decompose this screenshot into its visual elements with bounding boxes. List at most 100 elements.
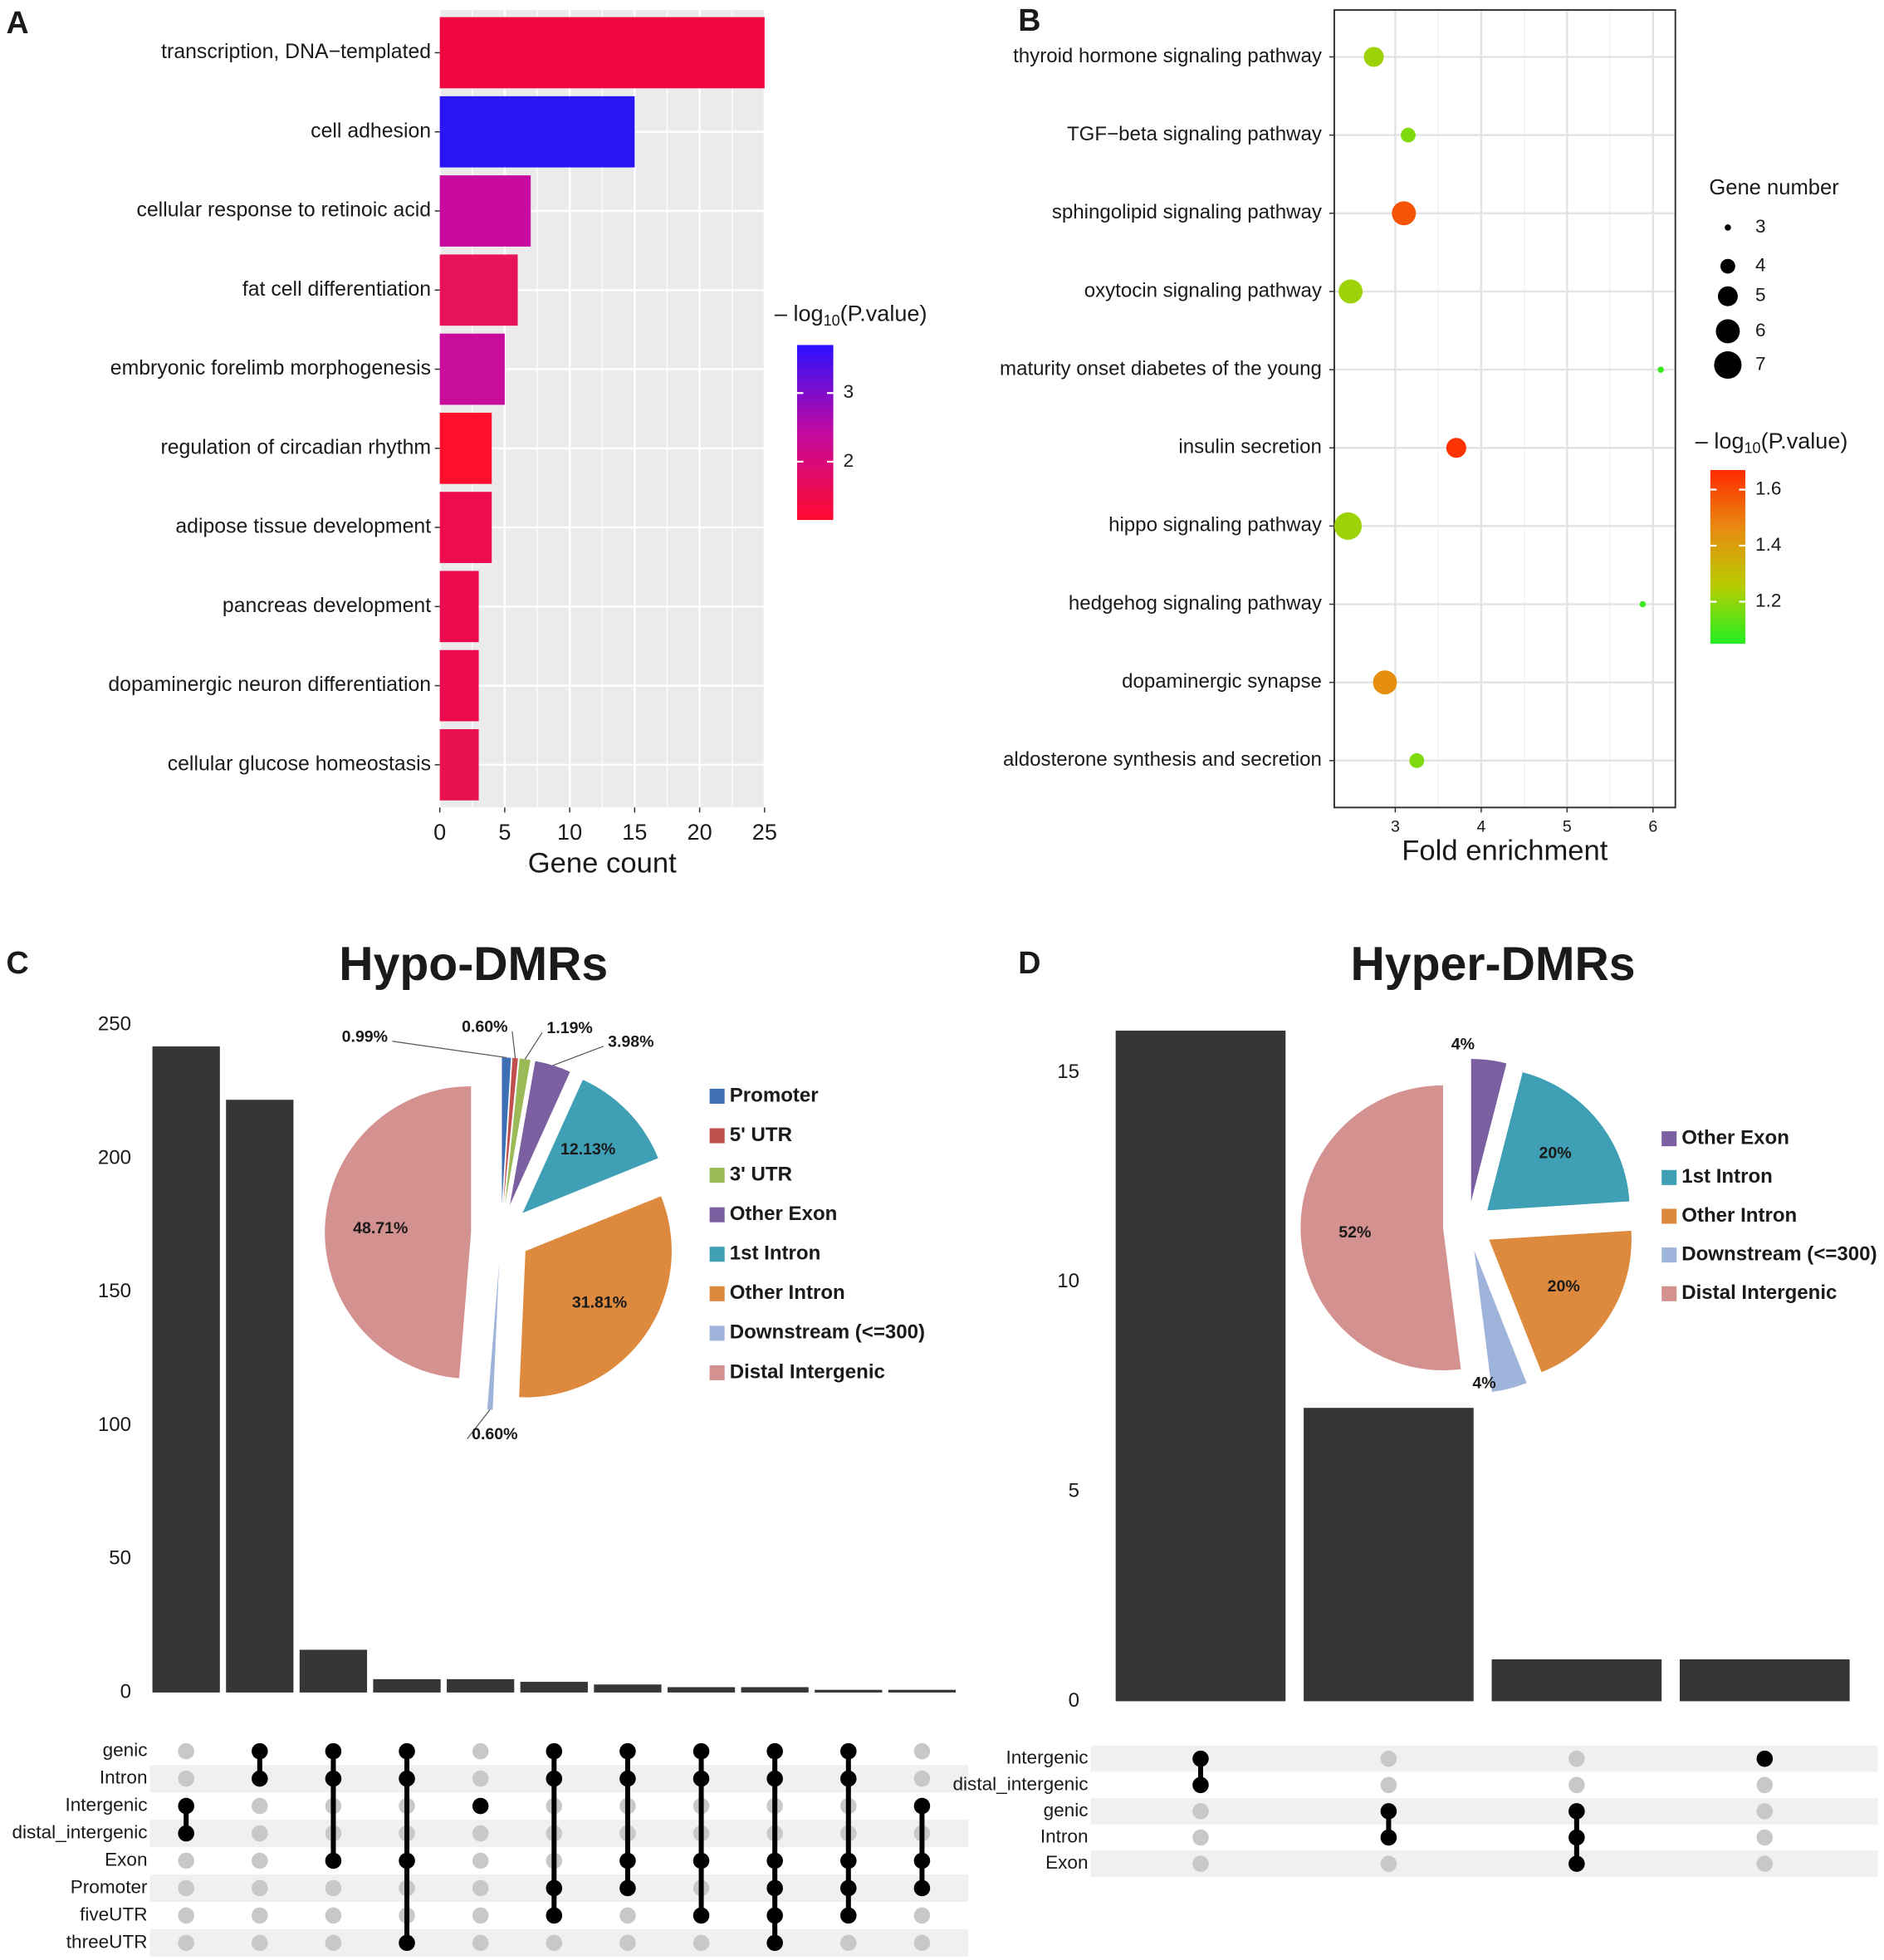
category-label: regulation of circadian rhythm bbox=[160, 436, 431, 458]
bar bbox=[299, 1649, 368, 1693]
slice-label: 4% bbox=[1472, 1374, 1495, 1392]
member-dot bbox=[1756, 1750, 1774, 1767]
empty-dot bbox=[913, 1742, 931, 1760]
legend-label: Downstream (<=300) bbox=[730, 1321, 925, 1344]
bar bbox=[439, 175, 531, 247]
point bbox=[1363, 47, 1384, 67]
empty-dot bbox=[1192, 1803, 1209, 1820]
point bbox=[1639, 600, 1647, 608]
legend-key bbox=[709, 1168, 725, 1183]
point bbox=[1401, 127, 1416, 143]
empty-dot bbox=[178, 1770, 194, 1787]
category-label: TGF−beta signaling pathway bbox=[1067, 123, 1322, 145]
empty-dot bbox=[1568, 1750, 1585, 1767]
category-label: cell adhesion bbox=[311, 120, 431, 142]
set-label: threeUTR bbox=[66, 1931, 148, 1952]
category-label: dopaminergic neuron differentiation bbox=[108, 674, 431, 696]
row-band bbox=[1090, 1798, 1878, 1825]
empty-dot bbox=[1756, 1776, 1774, 1794]
member-dot bbox=[766, 1934, 783, 1952]
size-legend-key bbox=[1717, 286, 1738, 306]
legend-label: 5' UTR bbox=[730, 1124, 792, 1146]
set-label: Intron bbox=[100, 1767, 148, 1788]
slice-label: 3.98% bbox=[608, 1032, 653, 1051]
legend-key bbox=[709, 1207, 725, 1223]
legend-label: Other Exon bbox=[730, 1203, 838, 1225]
legend-key bbox=[1661, 1286, 1677, 1301]
slice-label: 1.19% bbox=[546, 1019, 592, 1037]
bar bbox=[667, 1687, 736, 1693]
member-dot bbox=[1380, 1829, 1397, 1846]
empty-dot bbox=[472, 1742, 489, 1760]
member-dot bbox=[840, 1907, 857, 1924]
empty-dot bbox=[619, 1907, 636, 1924]
member-dot bbox=[178, 1825, 194, 1842]
x-axis-label: Fold enrichment bbox=[1402, 835, 1608, 867]
legend-key bbox=[709, 1286, 725, 1301]
legend-label: Distal Intergenic bbox=[730, 1360, 885, 1383]
empty-dot bbox=[913, 1907, 931, 1924]
chart-title: Hypo-DMRs bbox=[339, 938, 608, 991]
pie-slice bbox=[510, 1061, 570, 1206]
bar bbox=[439, 571, 479, 643]
legend-key bbox=[709, 1325, 725, 1341]
set-label: Intergenic bbox=[1006, 1747, 1088, 1768]
bar bbox=[439, 254, 518, 326]
y-tick-label: 100 bbox=[98, 1414, 131, 1436]
member-dot bbox=[766, 1852, 783, 1869]
empty-dot bbox=[1756, 1855, 1774, 1872]
member-dot bbox=[840, 1852, 857, 1869]
member-dot bbox=[546, 1907, 563, 1924]
set-label: Exon bbox=[105, 1849, 147, 1869]
empty-dot bbox=[178, 1907, 194, 1924]
pie-slice bbox=[1474, 1250, 1527, 1392]
empty-dot bbox=[252, 1825, 268, 1842]
empty-dot bbox=[178, 1852, 194, 1869]
bar bbox=[439, 728, 479, 801]
empty-dot bbox=[178, 1742, 194, 1760]
x-tick-label: 3 bbox=[1391, 818, 1400, 836]
set-label: distal_intergenic bbox=[12, 1821, 148, 1842]
legend-title-prefix: – log bbox=[775, 300, 824, 326]
leader-line bbox=[392, 1041, 507, 1059]
x-tick-label: 5 bbox=[498, 819, 511, 845]
member-dot bbox=[1192, 1776, 1209, 1794]
size-legend-label: 5 bbox=[1755, 285, 1766, 306]
point bbox=[1409, 752, 1425, 768]
member-dot bbox=[1568, 1803, 1585, 1820]
leader-line bbox=[511, 1031, 516, 1059]
empty-dot bbox=[913, 1770, 931, 1787]
empty-dot bbox=[619, 1934, 636, 1952]
category-label: fat cell differentiation bbox=[242, 278, 431, 301]
set-label: genic bbox=[1044, 1800, 1089, 1820]
legend-label: 1st Intron bbox=[1681, 1165, 1773, 1188]
y-tick-label: 200 bbox=[98, 1146, 131, 1169]
slice-label: 20% bbox=[1539, 1144, 1572, 1163]
pie-slice bbox=[519, 1196, 672, 1398]
bar bbox=[741, 1687, 809, 1693]
member-dot bbox=[178, 1797, 194, 1815]
empty-dot bbox=[1192, 1829, 1209, 1846]
set-label: Exon bbox=[1045, 1852, 1088, 1873]
empty-dot bbox=[252, 1934, 268, 1952]
y-tick-label: 250 bbox=[98, 1013, 131, 1036]
bar bbox=[439, 17, 765, 89]
size-legend-label: 3 bbox=[1755, 216, 1766, 237]
size-legend-key bbox=[1725, 224, 1731, 231]
point bbox=[1392, 201, 1417, 226]
slice-label: 20% bbox=[1548, 1277, 1580, 1296]
point bbox=[1333, 512, 1363, 540]
pie-slice bbox=[1470, 1059, 1507, 1202]
size-legend-key bbox=[1720, 258, 1735, 274]
pie-slice bbox=[1489, 1230, 1632, 1373]
category-label: hedgehog signaling pathway bbox=[1069, 592, 1322, 615]
member-dot bbox=[546, 1770, 563, 1787]
empty-dot bbox=[1756, 1829, 1774, 1846]
category-label: thyroid hormone signaling pathway bbox=[1013, 45, 1322, 67]
slice-label: 48.71% bbox=[353, 1219, 408, 1237]
y-tick-label: 150 bbox=[98, 1280, 131, 1302]
x-tick-label: 15 bbox=[622, 819, 647, 845]
legend-title-suffix: (P.value) bbox=[840, 300, 927, 326]
y-tick-label: 0 bbox=[120, 1680, 131, 1703]
category-label: dopaminergic synapse bbox=[1122, 670, 1322, 693]
